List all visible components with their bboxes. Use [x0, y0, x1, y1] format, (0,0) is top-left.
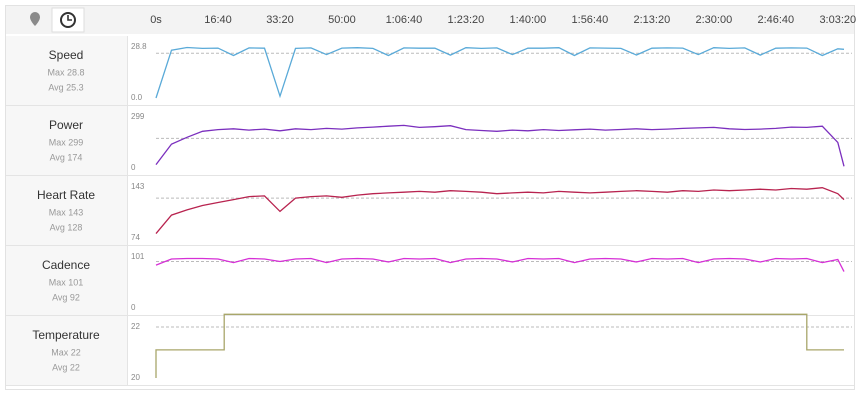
- x-tick-label: 50:00: [328, 14, 356, 26]
- pin-icon: [30, 12, 40, 26]
- metric-name: Temperature: [32, 328, 100, 342]
- y-tick-label: 74: [131, 233, 140, 242]
- y-tick-label: 143: [131, 182, 145, 191]
- y-tick-label: 101: [131, 252, 145, 261]
- x-tick-label: 16:40: [204, 14, 232, 26]
- frame: [5, 5, 855, 390]
- metric-avg: Avg 174: [50, 152, 83, 162]
- metric-name: Heart Rate: [37, 188, 95, 202]
- y-tick-label: 0.0: [131, 93, 143, 102]
- x-tick-label: 2:30:00: [695, 14, 732, 26]
- x-tick-label: 0s: [150, 14, 162, 26]
- series-line: [155, 187, 845, 235]
- x-tick-label: 33:20: [266, 14, 294, 26]
- panel-label-cell: [6, 246, 127, 315]
- toolbar: [6, 6, 854, 34]
- metric-avg: Avg 22: [52, 362, 80, 372]
- clock-icon: [60, 12, 76, 28]
- metric-max: Max 299: [49, 137, 84, 147]
- x-tick-label: 1:23:20: [448, 14, 485, 26]
- metric-avg: Avg 128: [50, 222, 83, 232]
- y-tick-label: 22: [131, 322, 140, 331]
- y-tick-label: 0: [131, 303, 136, 312]
- panel-label-cell: [6, 316, 127, 385]
- metric-name: Power: [49, 118, 83, 132]
- x-tick-label: 1:40:00: [510, 14, 547, 26]
- series-line: [155, 313, 844, 378]
- panel-label-cell: [6, 36, 127, 105]
- panel-label-cell: [6, 106, 127, 175]
- clock-hands: [67, 15, 72, 21]
- x-tick-label: 1:56:40: [572, 14, 609, 26]
- metric-max: Max 22: [51, 347, 81, 357]
- series-line: [155, 257, 845, 272]
- metric-avg: Avg 92: [52, 292, 80, 302]
- x-tick-label: 2:13:20: [634, 14, 671, 26]
- metric-max: Max 101: [49, 277, 84, 287]
- series-line: [155, 46, 845, 99]
- x-tick-label: 2:46:40: [757, 14, 794, 26]
- metric-name: Cadence: [42, 258, 90, 272]
- y-tick-label: 28.8: [131, 42, 147, 51]
- metric-name: Speed: [49, 48, 84, 62]
- x-tick-label: 3:03:20: [819, 14, 856, 26]
- y-tick-label: 299: [131, 112, 145, 121]
- x-tick-label: 1:06:40: [386, 14, 423, 26]
- y-tick-label: 0: [131, 163, 136, 172]
- metric-avg: Avg 25.3: [48, 82, 83, 92]
- metric-max: Max 143: [49, 207, 84, 217]
- series-line: [155, 124, 845, 167]
- metric-max: Max 28.8: [47, 67, 84, 77]
- y-tick-label: 20: [131, 373, 140, 382]
- panel-label-cell: [6, 176, 127, 245]
